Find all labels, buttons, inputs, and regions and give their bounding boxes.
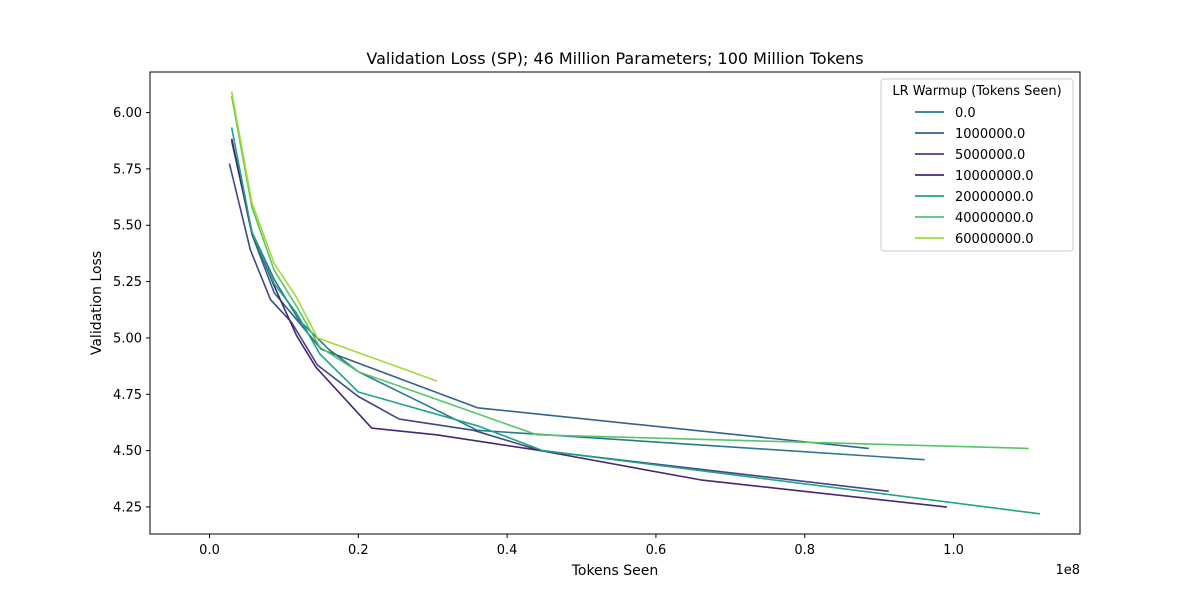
legend-label: 60000000.0 <box>955 232 1034 247</box>
series-line-0 <box>230 140 925 461</box>
legend: LR Warmup (Tokens Seen) 0.0 1000000.0 5000… <box>880 78 1074 252</box>
x-axis-ticks: 0.0 0.2 0.4 0.6 0.8 1.0 <box>199 534 964 558</box>
y-tick-label: 5.75 <box>113 162 142 177</box>
legend-label: 10000000.0 <box>955 169 1034 184</box>
legend-label: 20000000.0 <box>955 190 1034 205</box>
x-tick-label: 0.6 <box>646 543 667 558</box>
legend-label: 0.0 <box>955 106 976 121</box>
legend-title: LR Warmup (Tokens Seen) <box>892 84 1061 99</box>
x-axis-label: Tokens Seen <box>571 563 659 579</box>
y-tick-label: 4.50 <box>113 444 142 459</box>
x-tick-label: 0.4 <box>497 543 518 558</box>
x-axis-offset-label: 1e8 <box>1055 563 1080 578</box>
y-tick-label: 5.50 <box>113 219 142 234</box>
chart-title: Validation Loss (SP); 46 Million Paramet… <box>366 49 863 68</box>
series-line-2 <box>228 163 889 493</box>
y-axis-label: Validation Loss <box>89 251 105 355</box>
series-line-3 <box>230 138 947 508</box>
x-tick-label: 1.0 <box>943 543 964 558</box>
legend-label: 40000000.0 <box>955 211 1034 226</box>
series-line-1 <box>230 138 869 450</box>
legend-label: 1000000.0 <box>955 127 1025 142</box>
x-tick-label: 0.2 <box>348 543 369 558</box>
series-line-6 <box>230 91 438 382</box>
x-tick-label: 0.8 <box>794 543 815 558</box>
y-tick-label: 6.00 <box>113 106 142 121</box>
legend-entries: 0.0 1000000.0 5000000.0 10000000.0 20000000.… <box>915 106 1034 247</box>
y-tick-label: 4.25 <box>113 500 142 515</box>
plot-lines <box>228 91 1040 515</box>
y-axis-ticks: 4.25 4.50 4.75 5.00 5.25 5.50 5.75 6.00 <box>113 106 150 515</box>
series-line-5 <box>230 95 1029 450</box>
y-tick-label: 4.75 <box>113 388 142 403</box>
y-tick-label: 5.25 <box>113 275 142 290</box>
plot-area-frame <box>149 71 1081 535</box>
legend-label: 5000000.0 <box>955 148 1025 163</box>
legend-frame <box>880 78 1074 252</box>
series-line-4 <box>230 127 1040 515</box>
x-tick-label: 0.0 <box>199 543 220 558</box>
y-tick-label: 5.00 <box>113 331 142 346</box>
axes <box>149 71 1081 535</box>
